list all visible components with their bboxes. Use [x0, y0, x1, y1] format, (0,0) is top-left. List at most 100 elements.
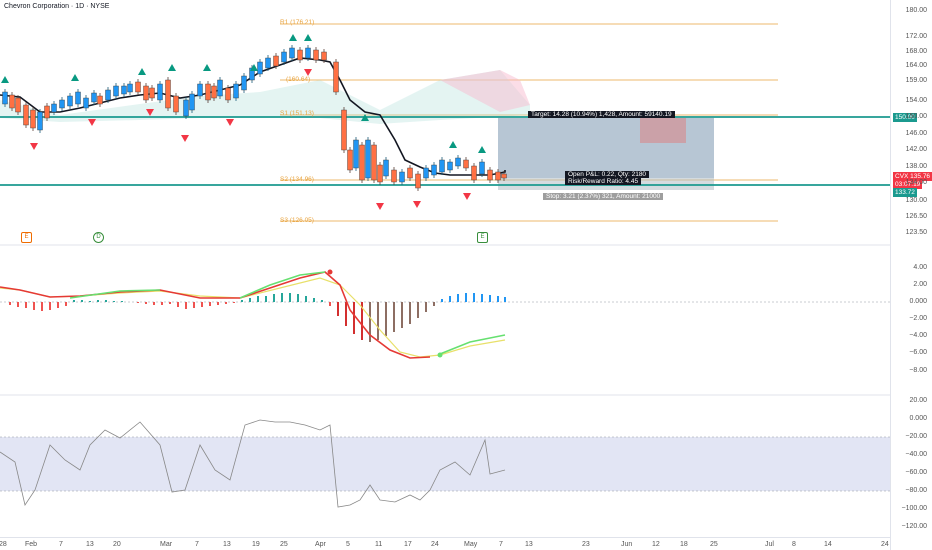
candle-body: [297, 49, 303, 61]
macd-bar: [113, 301, 115, 302]
candle-body: [211, 85, 217, 99]
price-tag-133: 133.72: [893, 188, 917, 197]
sell-signal-icon: [413, 201, 421, 208]
macd-bar: [161, 302, 163, 305]
time-axis-label: 13: [86, 541, 94, 548]
candle-body: [447, 161, 453, 171]
macd-bar: [209, 302, 211, 306]
candle-body: [30, 109, 36, 129]
macd-bar: [145, 302, 147, 304]
candle-body: [241, 75, 247, 91]
macd-bar: [225, 302, 227, 304]
candle-body: [205, 83, 211, 101]
time-axis-label: 19: [252, 541, 260, 548]
candle-body: [321, 51, 327, 61]
buy-signal-icon: [250, 64, 258, 71]
time-axis[interactable]: 28 Feb 7 13 20 Mar 7 13 19 25 Apr 5 11 17 24 May 7 13 23 Ju…: [0, 537, 890, 550]
candle-body: [305, 47, 311, 59]
candle-body: [365, 139, 371, 179]
time-axis-label: 28: [0, 541, 7, 548]
chart-area[interactable]: Chevron Corporation · 1D · NYSE R1 (176.…: [0, 0, 890, 550]
candle-body: [149, 87, 155, 99]
macd-bar: [97, 300, 99, 302]
price-axis-label: 123.50: [905, 229, 927, 236]
candle-body: [9, 94, 15, 109]
time-axis-label: Apr: [315, 541, 326, 548]
candle-body: [197, 83, 203, 97]
buy-signal-icon: [449, 141, 457, 148]
price-axis-label: 134.00: [905, 179, 927, 186]
macd-bar: [457, 294, 459, 302]
pivot-label-s3: S3 (126.05): [280, 217, 314, 224]
candle-body: [83, 97, 89, 109]
sell-signal-icon: [181, 135, 189, 142]
price-axis-label: 180.00: [905, 7, 927, 14]
macd-axis-label: −8.00: [909, 367, 927, 374]
candle-body: [289, 47, 295, 59]
price-chart-svg[interactable]: [0, 0, 890, 550]
time-axis-label: 11: [375, 541, 383, 548]
earnings-marker[interactable]: E: [21, 232, 32, 243]
candle-body: [91, 92, 97, 103]
price-tag-150: 150.00: [893, 113, 917, 122]
candle-body: [377, 164, 383, 183]
candle-body: [415, 173, 421, 189]
time-axis-label: May: [464, 541, 478, 548]
time-axis-label: 20: [113, 541, 121, 548]
macd-bar: [489, 295, 491, 302]
rsi-axis-label: −80.00: [905, 487, 927, 494]
candle-body: [2, 91, 8, 105]
time-axis-label: 8: [792, 541, 796, 548]
macd-bar: [305, 296, 307, 302]
candle-body: [44, 105, 50, 119]
macd-bar: [425, 302, 427, 312]
time-axis-label: 23: [582, 541, 590, 548]
candle-body: [423, 167, 429, 179]
time-axis-label: 12: [652, 541, 660, 548]
time-axis-label: 25: [280, 541, 288, 548]
buy-signal-icon: [1, 76, 9, 83]
dividend-marker[interactable]: D: [93, 232, 104, 243]
rsi-axis-label: 0.000: [909, 415, 927, 422]
macd-bar: [369, 302, 371, 342]
time-axis-label: 7: [59, 541, 63, 548]
candle-body: [257, 61, 263, 75]
sell-signal-icon: [226, 119, 234, 126]
candle-body: [105, 89, 111, 101]
macd-bar: [249, 298, 251, 302]
candle-body: [471, 165, 477, 181]
macd-histogram: [9, 293, 506, 342]
candle-body: [189, 93, 195, 111]
time-axis-label: 7: [499, 541, 503, 548]
macd-bar: [217, 302, 219, 305]
macd-bar: [265, 296, 267, 302]
macd-bar: [329, 302, 331, 306]
candle-body: [399, 171, 405, 183]
macd-bar: [121, 301, 123, 302]
price-axis-label: 168.00: [905, 48, 927, 55]
sell-signal-icon: [304, 69, 312, 76]
buy-signal-icon: [289, 34, 297, 41]
macd-bar: [281, 293, 283, 302]
buy-signal-icon: [138, 68, 146, 75]
rsi-axis-label: −20.00: [905, 433, 927, 440]
candle-body: [371, 144, 377, 181]
earnings-marker[interactable]: E: [477, 232, 488, 243]
candle-body: [495, 171, 501, 181]
candle-body: [333, 61, 339, 93]
macd-bar: [233, 302, 235, 303]
time-axis-label: Mar: [160, 541, 173, 548]
price-axis[interactable]: 150.00 CVX 135.76 03:07:19 133.72 180.00…: [890, 0, 932, 550]
macd-bar: [185, 302, 187, 309]
rr-label: Risk/Reward Ratio: 4.45: [565, 178, 642, 185]
macd-axis-label: −4.00: [909, 332, 927, 339]
candle-body: [431, 164, 437, 176]
candle-body: [463, 159, 469, 169]
price-axis-label: 138.00: [905, 163, 927, 170]
price-axis-label: 126.50: [905, 213, 927, 220]
rsi-axis-label: −40.00: [905, 451, 927, 458]
candles-group: [2, 45, 507, 191]
candle-body: [15, 97, 21, 113]
macd-bar: [297, 294, 299, 302]
macd-bar: [465, 293, 467, 302]
